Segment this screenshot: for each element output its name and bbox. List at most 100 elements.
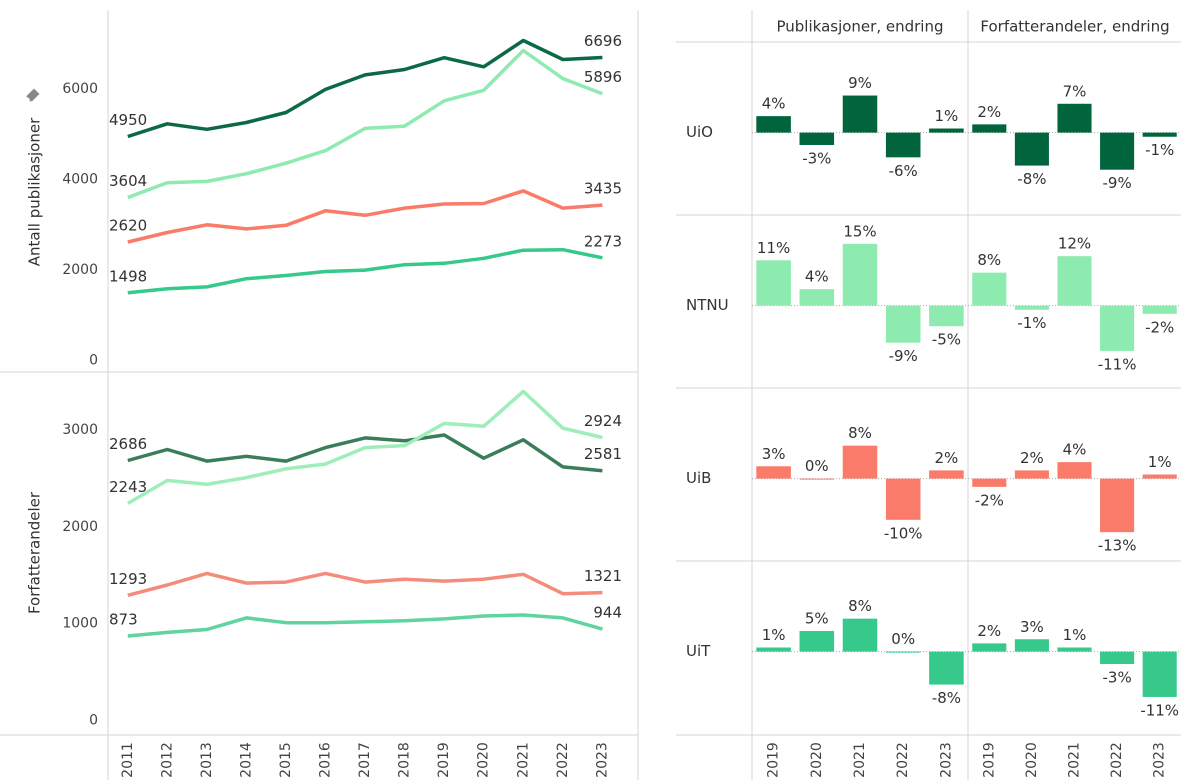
bar: [756, 647, 791, 652]
bar: [1100, 305, 1135, 351]
bar: [972, 478, 1007, 487]
data-label: 2620: [109, 217, 147, 235]
data-label: 15%: [843, 222, 876, 240]
bar: [1142, 651, 1177, 697]
bar: [929, 470, 964, 479]
data-label: 3604: [109, 172, 147, 190]
column-header: Publikasjoner, endring: [777, 18, 944, 36]
data-label: -3%: [1102, 668, 1131, 686]
bar: [1014, 305, 1049, 310]
data-label: 2%: [977, 622, 1001, 640]
x-tick-label: 2013: [199, 742, 215, 778]
x-tick-label: 2011: [120, 742, 136, 778]
x-tick-label: 2021: [1067, 742, 1083, 778]
bar: [1057, 256, 1092, 306]
x-tick-label: 2023: [594, 742, 610, 778]
bar: [885, 305, 921, 343]
x-tick-label: 2020: [476, 742, 492, 778]
y-tick-label: 3000: [62, 422, 98, 438]
bar: [1142, 305, 1177, 314]
line: [127, 247, 603, 295]
data-label: -13%: [1098, 537, 1137, 555]
data-label: 0%: [805, 457, 829, 475]
data-label: 2273: [584, 232, 622, 250]
x-tick-label: 2019: [766, 742, 782, 778]
bar: [842, 243, 878, 306]
bar: [1100, 478, 1135, 533]
y-axis-title: Forfatterandeler: [26, 491, 44, 614]
bar: [972, 124, 1007, 133]
y-tick-label: 2000: [62, 262, 98, 278]
data-label: 8%: [848, 424, 872, 442]
bar: [1100, 651, 1135, 664]
bar: [929, 128, 964, 133]
bar: [1057, 647, 1092, 652]
data-label: 8%: [848, 597, 872, 615]
x-tick-label: 2015: [278, 742, 294, 778]
y-tick-label: 2000: [62, 519, 98, 535]
x-tick-label: 2017: [357, 742, 373, 778]
bar: [842, 618, 878, 652]
bar: [1014, 132, 1049, 166]
bar: [1014, 639, 1049, 652]
bar: [799, 132, 835, 145]
data-label: 5896: [584, 68, 622, 86]
data-label: 4%: [762, 95, 786, 113]
data-label: -6%: [889, 162, 918, 180]
bar: [1100, 132, 1135, 170]
data-label: 873: [109, 610, 138, 628]
data-label: 1%: [1148, 453, 1172, 471]
line: [127, 48, 604, 200]
x-tick-label: 2014: [238, 742, 254, 778]
data-label: 7%: [1063, 82, 1087, 100]
line: [127, 613, 603, 638]
bar: [885, 132, 921, 158]
data-label: 5%: [805, 610, 829, 628]
column-header: Forfatterandeler, endring: [980, 18, 1169, 36]
line: [127, 38, 603, 139]
bar: [929, 651, 964, 685]
data-label: -2%: [975, 491, 1004, 509]
bar: [799, 631, 835, 652]
bar: [1014, 470, 1049, 479]
line: [127, 189, 603, 244]
x-tick-label: 2023: [1152, 742, 1168, 778]
x-tick-label: 2012: [159, 742, 175, 778]
data-label: 1498: [109, 267, 147, 285]
x-tick-label: 2021: [852, 742, 868, 778]
bar: [929, 305, 964, 327]
row-label: UiO: [686, 123, 713, 141]
data-label: 11%: [757, 239, 790, 257]
line: [127, 433, 603, 473]
x-tick-label: 2020: [1024, 742, 1040, 778]
data-label: -9%: [1102, 174, 1131, 192]
bar: [756, 260, 791, 306]
x-tick-label: 2021: [515, 742, 531, 778]
y-axis-title: Antall publikasjoner: [26, 117, 44, 266]
data-label: 2581: [584, 445, 622, 463]
x-tick-label: 2022: [895, 742, 911, 778]
data-label: -8%: [932, 689, 961, 707]
x-tick-label: 2022: [1109, 742, 1125, 778]
bar: [756, 466, 791, 479]
data-label: 2%: [1020, 449, 1044, 467]
data-label: -2%: [1145, 318, 1174, 336]
data-label: 1%: [935, 107, 959, 125]
x-tick-label: 2022: [555, 742, 571, 778]
y-tick-label: 4000: [62, 172, 98, 188]
data-label: -8%: [1017, 170, 1046, 188]
data-label: -10%: [884, 524, 923, 542]
data-label: 2%: [935, 449, 959, 467]
row-label: UiB: [686, 469, 711, 487]
x-tick-label: 2016: [318, 742, 334, 778]
y-tick-label: 0: [89, 712, 98, 728]
data-label: 1%: [762, 626, 786, 644]
bar: [1057, 103, 1092, 133]
pin-icon[interactable]: [26, 88, 40, 102]
data-label: 2924: [584, 412, 622, 430]
bar: [972, 272, 1007, 306]
bar: [885, 478, 921, 520]
data-label: -5%: [932, 331, 961, 349]
data-label: -11%: [1140, 701, 1179, 719]
